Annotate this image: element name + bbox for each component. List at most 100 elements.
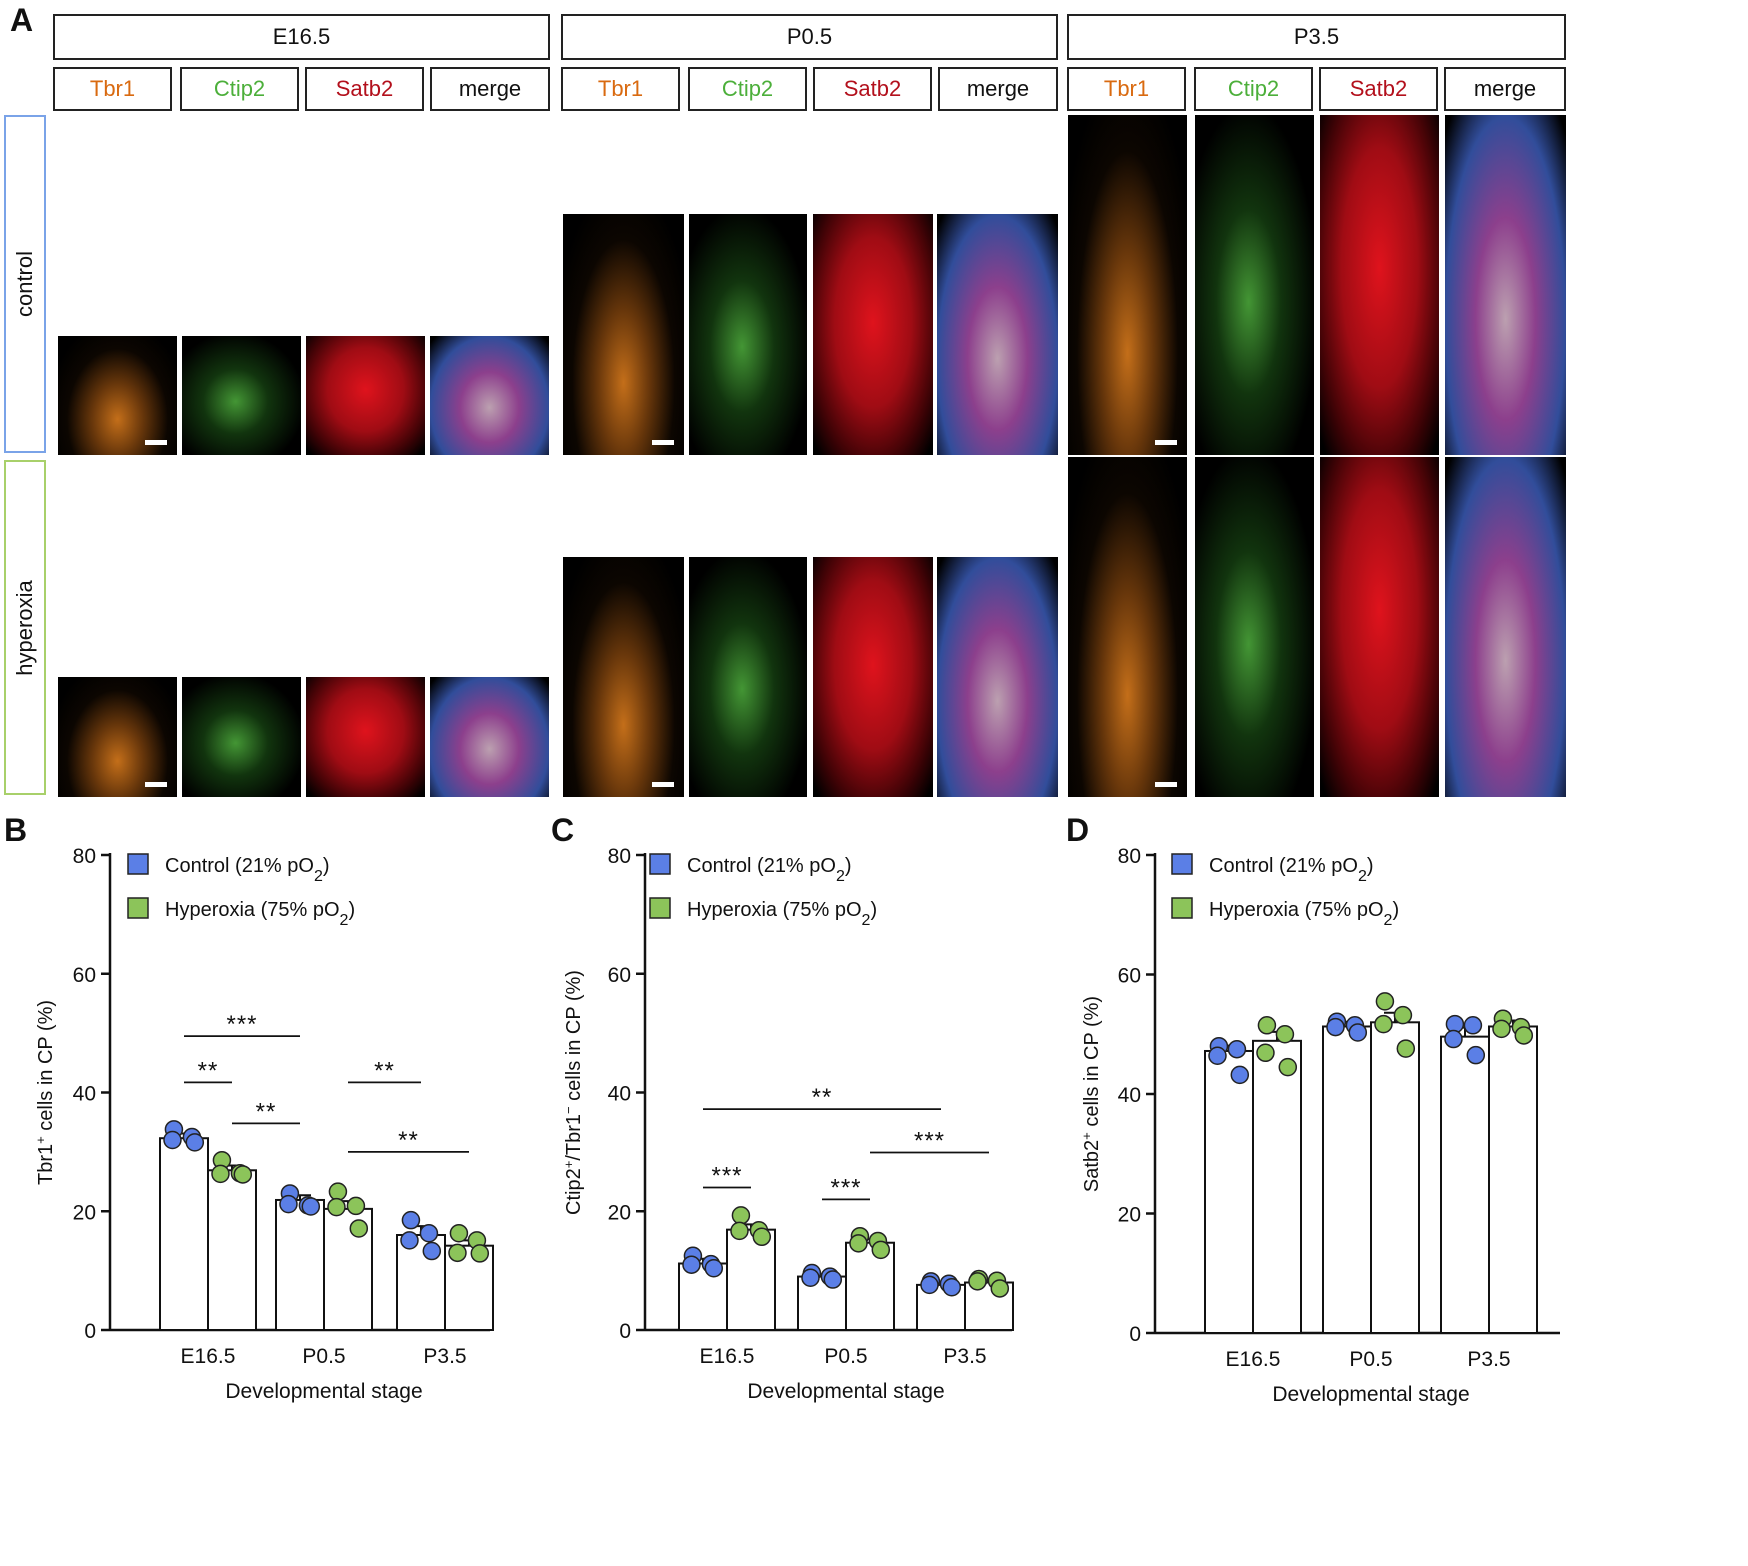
category-label: P0.5 bbox=[1349, 1348, 1392, 1371]
legend-swatch-hyperoxia bbox=[1171, 897, 1193, 919]
micrograph-merge-hyperoxia-2 bbox=[1445, 457, 1566, 797]
data-point-control bbox=[942, 1278, 962, 1297]
micrograph-merge-hyperoxia-0 bbox=[430, 677, 549, 797]
data-point-hyperoxia bbox=[233, 1165, 253, 1184]
legend-label-hyperoxia: Hyperoxia (75% pO2) bbox=[1209, 899, 1399, 929]
micrograph-tbr1-control-0 bbox=[58, 336, 177, 455]
y-tick-label: 80 bbox=[1118, 845, 1141, 868]
micrograph-ctip2-control-0 bbox=[182, 336, 301, 455]
micrograph-satb2-control-2 bbox=[1320, 115, 1439, 455]
significance-stars: *** bbox=[711, 1163, 742, 1190]
panel-label-b: B bbox=[4, 812, 28, 848]
bar-control bbox=[1440, 1035, 1490, 1334]
y-tick-label: 60 bbox=[73, 964, 96, 987]
micrograph-tbr1-control-1 bbox=[563, 214, 684, 455]
data-point-control bbox=[1208, 1046, 1227, 1066]
data-point-hyperoxia bbox=[1278, 1057, 1298, 1077]
row-label-text: control bbox=[12, 250, 37, 318]
legend-label-hyperoxia: Hyperoxia (75% pO2) bbox=[165, 899, 355, 929]
marker-header-tbr1-1: Tbr1 bbox=[561, 67, 680, 111]
data-point-hyperoxia bbox=[211, 1164, 230, 1184]
y-tick-label: 60 bbox=[608, 964, 631, 987]
micrograph-satb2-control-1 bbox=[813, 214, 933, 455]
data-point-control bbox=[682, 1255, 701, 1274]
data-point-hyperoxia bbox=[448, 1243, 467, 1263]
bar-hyperoxia bbox=[726, 1228, 776, 1331]
scale-bar bbox=[1155, 782, 1177, 787]
significance-stars: ** bbox=[198, 1057, 219, 1084]
micrograph-merge-control-1 bbox=[937, 214, 1058, 455]
data-point-hyperoxia bbox=[1492, 1019, 1511, 1039]
data-point-control bbox=[1444, 1029, 1463, 1049]
significance-stars: *** bbox=[914, 1127, 945, 1154]
data-point-control bbox=[1227, 1039, 1247, 1059]
scale-bar bbox=[145, 782, 167, 787]
marker-header-merge-2: merge bbox=[1444, 67, 1566, 111]
legend-label-control: Control (21% pO2) bbox=[1209, 855, 1374, 885]
micrograph-ctip2-hyperoxia-2 bbox=[1195, 457, 1314, 797]
y-tick-label: 40 bbox=[1118, 1084, 1141, 1107]
bar-hyperoxia bbox=[1252, 1039, 1302, 1334]
data-point-control bbox=[1463, 1016, 1483, 1035]
legend-swatch-hyperoxia bbox=[649, 897, 671, 919]
legend-swatch-hyperoxia bbox=[127, 897, 149, 919]
marker-header-satb2-1: Satb2 bbox=[813, 67, 932, 111]
y-tick-label: 40 bbox=[608, 1083, 631, 1106]
data-point-hyperoxia bbox=[1393, 1005, 1413, 1025]
data-point-hyperoxia bbox=[849, 1234, 868, 1253]
scale-bar bbox=[652, 440, 674, 445]
category-label: E16.5 bbox=[181, 1345, 236, 1368]
significance-stars: ** bbox=[256, 1098, 277, 1125]
micrograph-ctip2-hyperoxia-1 bbox=[689, 557, 807, 797]
legend-label-hyperoxia: Hyperoxia (75% pO2) bbox=[687, 899, 877, 929]
bar-hyperoxia bbox=[207, 1169, 257, 1331]
legend-swatch-control bbox=[1171, 853, 1193, 875]
micrograph-satb2-hyperoxia-2 bbox=[1320, 457, 1439, 797]
y-tick-label: 20 bbox=[73, 1201, 96, 1224]
micrograph-satb2-control-0 bbox=[306, 336, 425, 455]
significance-stars: ** bbox=[374, 1057, 395, 1084]
category-label: P0.5 bbox=[824, 1345, 867, 1368]
y-axis-label: Satb2+ cells in CP (%) bbox=[1079, 996, 1104, 1192]
data-point-control bbox=[1230, 1065, 1250, 1085]
data-point-hyperoxia bbox=[1375, 992, 1395, 1011]
stage-header-1: P0.5 bbox=[561, 14, 1058, 60]
marker-header-satb2-0: Satb2 bbox=[305, 67, 424, 111]
y-axis-label: Ctip2+/Tbr1− cells in CP (%) bbox=[561, 970, 586, 1215]
data-point-hyperoxia bbox=[1374, 1014, 1393, 1034]
y-tick-label: 80 bbox=[73, 845, 96, 868]
micrograph-merge-hyperoxia-1 bbox=[937, 557, 1058, 797]
micrograph-satb2-hyperoxia-1 bbox=[813, 557, 933, 797]
bar-control bbox=[1204, 1049, 1254, 1334]
scale-bar bbox=[145, 440, 167, 445]
y-tick-label: 60 bbox=[1118, 965, 1141, 988]
marker-header-ctip2-1: Ctip2 bbox=[688, 67, 807, 111]
micrograph-tbr1-hyperoxia-2 bbox=[1068, 457, 1187, 797]
data-point-control bbox=[419, 1223, 439, 1243]
data-point-hyperoxia bbox=[328, 1182, 348, 1201]
panel-label-a: A bbox=[10, 2, 34, 38]
data-point-hyperoxia bbox=[327, 1197, 346, 1217]
legend-swatch-control bbox=[649, 853, 671, 875]
significance-stars: ** bbox=[398, 1127, 419, 1154]
micrograph-tbr1-control-2 bbox=[1068, 115, 1187, 455]
micrograph-ctip2-hyperoxia-0 bbox=[182, 677, 301, 797]
data-point-hyperoxia bbox=[968, 1272, 987, 1291]
stage-header-0: E16.5 bbox=[53, 14, 550, 60]
data-point-control bbox=[920, 1275, 939, 1295]
data-point-hyperoxia bbox=[730, 1221, 749, 1241]
y-tick-label: 20 bbox=[608, 1201, 631, 1224]
x-axis-label: Developmental stage bbox=[747, 1380, 944, 1403]
scale-bar bbox=[652, 782, 674, 787]
bar-control bbox=[275, 1198, 325, 1331]
data-point-hyperoxia bbox=[470, 1244, 490, 1263]
data-point-control bbox=[1348, 1023, 1368, 1042]
legend-label-control: Control (21% pO2) bbox=[687, 855, 852, 885]
data-point-hyperoxia bbox=[449, 1223, 469, 1243]
chart-b-tbr1: 0 20 40 60 80 Tbr1+ cells in CP (%) Developmen… bbox=[33, 845, 494, 1403]
data-point-hyperoxia bbox=[346, 1196, 366, 1216]
data-point-hyperoxia bbox=[731, 1206, 751, 1225]
stage-header-2: P3.5 bbox=[1067, 14, 1566, 60]
marker-header-merge-0: merge bbox=[430, 67, 550, 111]
data-point-hyperoxia bbox=[752, 1227, 772, 1247]
